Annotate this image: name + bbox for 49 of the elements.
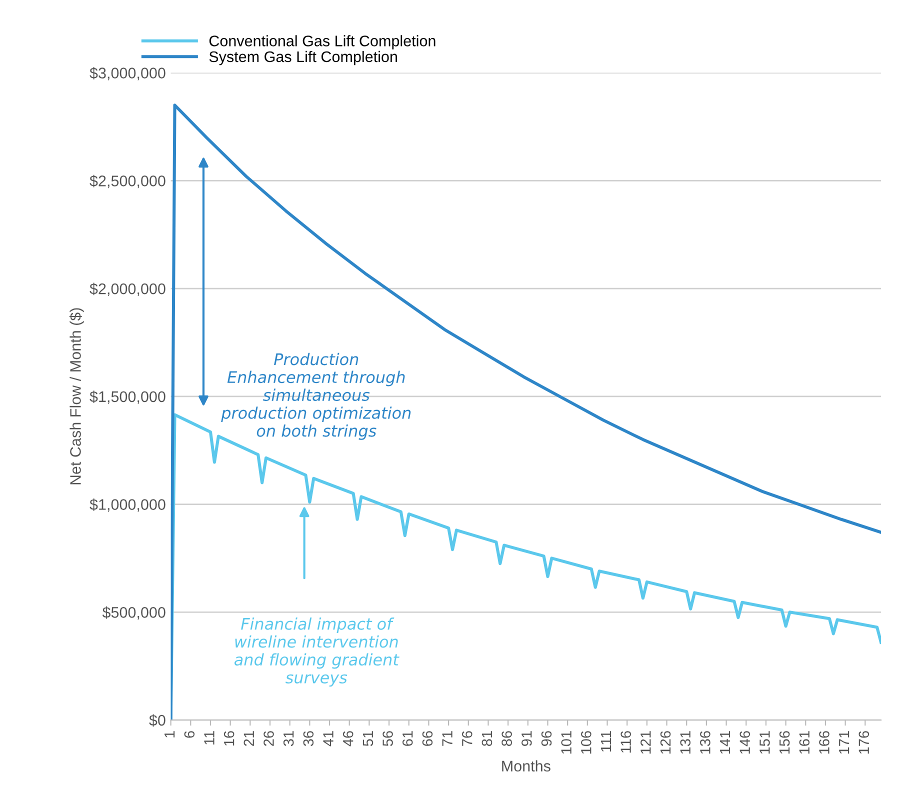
x-tick-label: 21 (244, 731, 254, 746)
x-tick-label: 51 (362, 731, 374, 746)
x-tick-label: 111 (600, 731, 612, 752)
x-tick-label: 91 (521, 731, 532, 746)
y-axis-title: Net Cash Flow / Month ($) (69, 308, 84, 484)
y-tick-label: $1,000,000 (90, 498, 166, 512)
annotation: Production Enhancement through simultaneous production optimization on both strings (221, 352, 411, 440)
x-tick-label: 176 (858, 731, 870, 754)
x-tick-label: 71 (442, 731, 452, 746)
x-tick-label: 106 (581, 731, 592, 754)
x-tick-label: 31 (283, 731, 294, 746)
x-tick-label: 146 (740, 731, 750, 754)
x-tick-label: 41 (323, 731, 334, 746)
x-tick-label: 11 (204, 731, 214, 744)
x-tick-label: 166 (819, 731, 830, 754)
x-tick-label: 96 (541, 731, 552, 746)
x-tick-label: 6 (184, 731, 195, 738)
x-tick-label: 86 (502, 731, 512, 746)
x-tick-label: 76 (462, 731, 472, 746)
x-tick-label: 136 (700, 731, 710, 754)
x-tick-label: 46 (342, 731, 354, 746)
x-tick-label: 131 (680, 731, 691, 754)
y-tick-label: $2,000,000 (90, 282, 166, 296)
x-tick-label: 36 (303, 731, 314, 746)
x-tick-label: 61 (402, 731, 413, 746)
y-tick-label: $3,000,000 (90, 67, 166, 80)
x-tick-label: 16 (224, 731, 234, 746)
x-tick-label: 66 (422, 731, 433, 746)
x-tick-label: 156 (779, 731, 790, 754)
x-tick-label: 116 (620, 731, 632, 753)
x-tick-label: 126 (660, 731, 671, 754)
x-axis-title: Months (502, 760, 550, 772)
x-tick-label: 101 (561, 731, 572, 754)
legend-label: Conventional Gas Lift Completion (209, 35, 436, 50)
x-tick-label: 56 (382, 731, 393, 746)
x-tick-label: 171 (839, 731, 850, 754)
y-tick-label: $2,500,000 (90, 174, 166, 188)
legend-label: System Gas Lift Completion (209, 50, 397, 66)
y-tick-label: $0 (149, 714, 166, 727)
x-tick-label: 81 (482, 731, 492, 746)
x-tick-label: 121 (640, 731, 651, 754)
y-tick-label: $1,500,000 (90, 390, 166, 404)
x-tick-label: 151 (760, 731, 770, 754)
y-tick-label: $500,000 (102, 606, 166, 620)
x-tick-label: 26 (264, 731, 274, 746)
x-tick-label: 141 (720, 731, 730, 754)
x-tick-label: 161 (799, 731, 810, 754)
annotation: Financial impact of wireline intervention and flowing gradient surveys (234, 617, 400, 687)
x-tick-label: 1 (164, 731, 175, 738)
